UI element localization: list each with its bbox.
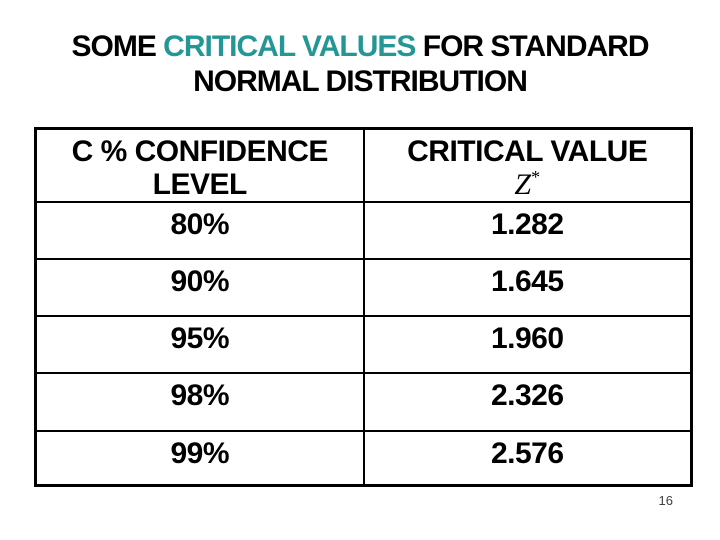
table-row: 98% 2.326 [34, 372, 693, 432]
confidence-level-cell: 95% [34, 315, 365, 374]
table-row: 95% 1.960 [34, 315, 693, 374]
title-text-accent: CRITICAL VALUES [163, 30, 416, 63]
critical-values-table: C % CONFIDENCE LEVEL CRITICAL VALUE Z* 8… [34, 127, 693, 487]
slide-title: SOME CRITICAL VALUES FOR STANDARD NORMAL… [0, 29, 720, 99]
header-confidence-line-2: LEVEL [152, 168, 248, 201]
confidence-level-cell: 80% [34, 201, 365, 260]
title-text-plain-2: FOR STANDARD [415, 30, 650, 63]
title-line-1: SOME CRITICAL VALUES FOR STANDARD [0, 29, 720, 64]
critical-value-cell: 1.645 [362, 258, 693, 317]
confidence-level-cell: 99% [34, 430, 365, 486]
confidence-level-cell: 98% [34, 372, 365, 432]
header-critical-line-1: CRITICAL VALUE [407, 135, 648, 168]
title-line-2: NORMAL DISTRIBUTION [193, 65, 528, 98]
title-text-plain: SOME [71, 30, 164, 63]
z-symbol-base: Z [514, 168, 532, 201]
header-confidence-line-1: C % CONFIDENCE [71, 135, 329, 168]
header-confidence-level: C % CONFIDENCE LEVEL [34, 127, 365, 203]
critical-value-cell: 2.576 [362, 430, 693, 486]
critical-value-cell: 2.326 [362, 372, 693, 432]
table-row: 90% 1.645 [34, 258, 693, 317]
table-row: 80% 1.282 [34, 201, 693, 260]
page-number: 16 [658, 493, 673, 508]
table-row: 99% 2.576 [34, 430, 693, 486]
critical-value-cell: 1.960 [362, 315, 693, 374]
confidence-level-cell: 90% [34, 258, 365, 317]
z-star-symbol: Z* [365, 168, 691, 201]
header-critical-value: CRITICAL VALUE Z* [362, 127, 693, 203]
z-symbol-superscript: * [531, 167, 541, 187]
table-header-row: C % CONFIDENCE LEVEL CRITICAL VALUE Z* [34, 127, 693, 203]
critical-value-cell: 1.282 [362, 201, 693, 260]
